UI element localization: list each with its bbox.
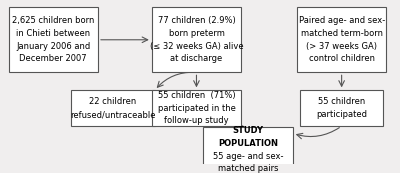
Text: STUDY: STUDY	[233, 126, 264, 135]
Text: 22 children: 22 children	[89, 97, 136, 106]
Text: matched pairs: matched pairs	[218, 164, 278, 173]
Text: 2,625 children born: 2,625 children born	[12, 16, 94, 25]
Text: at discharge: at discharge	[170, 54, 222, 63]
Text: (≤ 32 weeks GA) alive: (≤ 32 weeks GA) alive	[150, 42, 243, 51]
FancyBboxPatch shape	[297, 7, 386, 72]
Text: (> 37 weeks GA): (> 37 weeks GA)	[306, 42, 377, 51]
FancyBboxPatch shape	[204, 127, 293, 172]
Text: participated in the: participated in the	[158, 104, 236, 113]
Text: in Chieti between: in Chieti between	[16, 29, 90, 38]
Text: 77 children (2.9%): 77 children (2.9%)	[158, 16, 235, 25]
FancyBboxPatch shape	[300, 90, 383, 126]
Text: Paired age- and sex-: Paired age- and sex-	[298, 16, 385, 25]
Text: participated: participated	[316, 110, 367, 119]
Text: POPULATION: POPULATION	[218, 139, 278, 148]
Text: 55 children  (71%): 55 children (71%)	[158, 91, 235, 100]
Text: born preterm: born preterm	[168, 29, 224, 38]
Text: follow-up study: follow-up study	[164, 116, 229, 125]
Text: matched term-born: matched term-born	[301, 29, 383, 38]
Text: refused/untraceable: refused/untraceable	[70, 110, 156, 119]
FancyBboxPatch shape	[8, 7, 98, 72]
Text: 55 children: 55 children	[318, 97, 365, 106]
Text: 55 age- and sex-: 55 age- and sex-	[213, 152, 284, 161]
Text: December 2007: December 2007	[20, 54, 87, 63]
FancyBboxPatch shape	[152, 90, 241, 126]
Text: control children: control children	[309, 54, 375, 63]
FancyBboxPatch shape	[152, 7, 241, 72]
FancyBboxPatch shape	[71, 90, 155, 126]
Text: January 2006 and: January 2006 and	[16, 42, 90, 51]
